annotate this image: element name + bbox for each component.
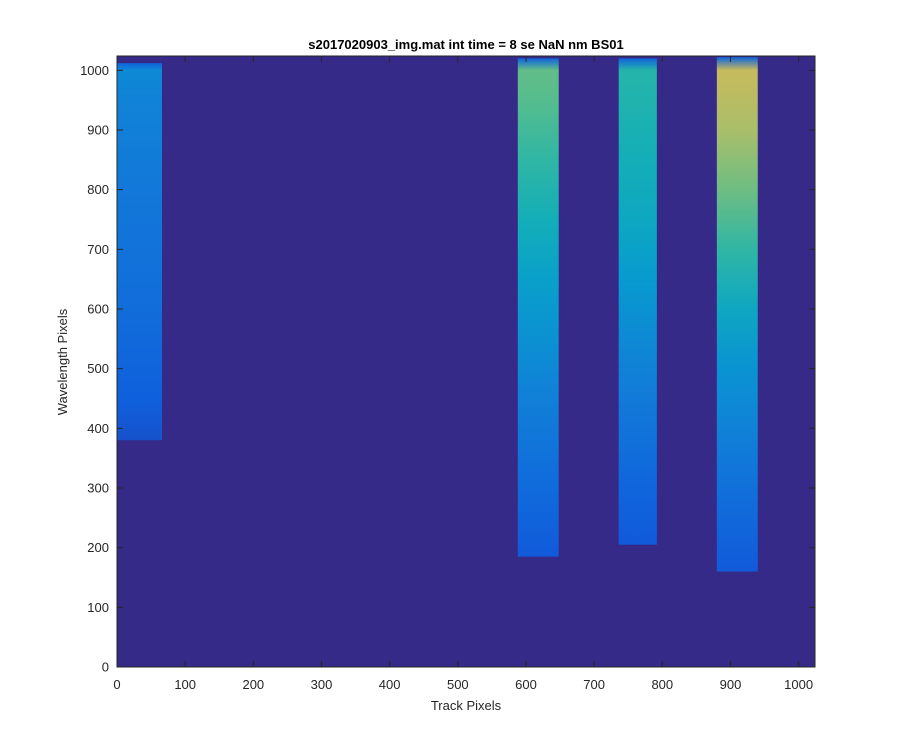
- y-tick-label: 700: [87, 242, 109, 257]
- chart-title: s2017020903_img.mat int time = 8 se NaN …: [308, 37, 623, 52]
- plot-background: [117, 56, 815, 667]
- y-tick-label: 800: [87, 182, 109, 197]
- x-tick-label: 200: [242, 677, 264, 692]
- y-tick-label: 300: [87, 480, 109, 495]
- y-tick-label: 600: [87, 301, 109, 316]
- y-tick-label: 100: [87, 600, 109, 615]
- x-tick-label: 600: [515, 677, 537, 692]
- intensity-band: [517, 58, 559, 557]
- x-tick-label: 700: [583, 677, 605, 692]
- y-axis-label: Wavelength Pixels: [55, 308, 70, 415]
- x-tick-label: 800: [651, 677, 673, 692]
- plot-frame: [116, 55, 816, 668]
- x-axis-ticks: 0 100 200 300 400 500 600 700 800 900 1000: [113, 56, 813, 692]
- x-tick-label: 0: [113, 677, 120, 692]
- y-tick-label: 400: [87, 421, 109, 436]
- intensity-band: [716, 57, 758, 572]
- x-tick-label: 1000: [784, 677, 813, 692]
- intensity-band: [618, 58, 657, 545]
- intensity-bands: [117, 57, 758, 572]
- x-tick-label: 400: [379, 677, 401, 692]
- x-tick-label: 500: [447, 677, 469, 692]
- x-tick-label: 900: [720, 677, 742, 692]
- x-tick-label: 100: [174, 677, 196, 692]
- y-tick-label: 1000: [80, 63, 109, 78]
- y-tick-label: 500: [87, 361, 109, 376]
- x-axis-label: Track Pixels: [431, 698, 502, 713]
- y-tick-label: 200: [87, 540, 109, 555]
- y-axis-ticks: 0 100 200 300 400 500 600 700 800 900 1000: [80, 63, 815, 675]
- intensity-band: [117, 63, 162, 441]
- x-tick-label: 300: [311, 677, 333, 692]
- y-tick-label: 900: [87, 122, 109, 137]
- y-tick-label: 0: [102, 660, 109, 675]
